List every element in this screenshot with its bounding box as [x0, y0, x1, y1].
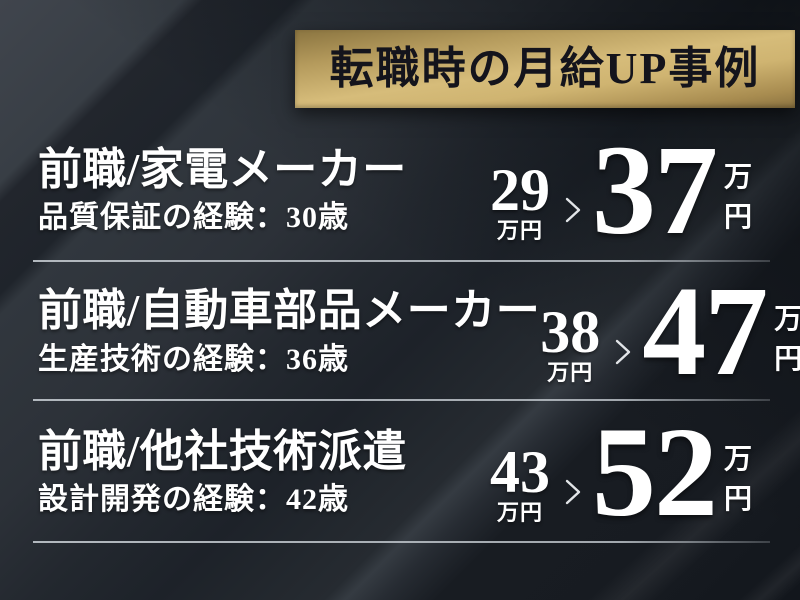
unit-en: 円: [774, 343, 800, 375]
case-row: 前職/家電メーカー 品質保証の経験：30歳 29 万円 37 万 円: [0, 118, 800, 262]
job-info: 前職/自動車部品メーカー 生産技術の経験：36歳: [38, 286, 541, 376]
job-info: 前職/家電メーカー 品質保証の経験：30歳: [38, 144, 407, 235]
salary-after: 47 万 円: [642, 260, 800, 403]
salary-after-amount: 52: [591, 400, 718, 543]
salary-before: 38 万円: [540, 298, 601, 385]
chevron-right-icon: [616, 339, 631, 365]
salary-before-amount: 29: [489, 157, 550, 224]
salary-before-unit: 万円: [496, 500, 543, 526]
salary-before: 43 万円: [489, 439, 550, 526]
unit-en: 円: [723, 484, 752, 516]
salary-after-unit: 万 円: [774, 303, 800, 375]
salary-after-amount: 37: [591, 118, 718, 261]
case-row: 前職/他社技術派遣 設計開発の経験：42歳 43 万円 52 万 円: [0, 401, 800, 543]
previous-job-title: 前職/他社技術派遣: [38, 426, 407, 476]
case-row: 前職/自動車部品メーカー 生産技術の経験：36歳 38 万円 47 万 円: [0, 262, 800, 401]
row-divider: [33, 399, 770, 401]
salary-before: 29 万円: [489, 157, 550, 244]
page-title: 転職時の月給UP事例: [329, 44, 761, 93]
salary-after: 52 万 円: [591, 400, 752, 543]
unit-en: 円: [723, 202, 752, 234]
experience-age-label: 品質保証の経験：30歳: [38, 201, 349, 235]
unit-man: 万: [723, 444, 752, 476]
salary-before-unit: 万円: [496, 218, 543, 244]
salary-after-unit: 万 円: [724, 164, 752, 232]
row-divider: [33, 541, 770, 543]
chevron-right-icon: [565, 198, 581, 223]
salary-change: 38 万円 47 万 円: [540, 260, 800, 403]
case-list: 前職/家電メーカー 品質保証の経験：30歳 29 万円 37 万 円: [0, 118, 800, 543]
experience-age-label: 生産技術の経験：36歳: [38, 342, 349, 376]
experience-age-label: 設計開発の経験：42歳: [38, 483, 349, 517]
salary-before-unit: 万円: [547, 359, 594, 385]
salary-after-unit: 万 円: [724, 446, 752, 514]
row-divider: [33, 260, 770, 262]
previous-job-title: 前職/家電メーカー: [38, 144, 407, 194]
salary-after-amount: 47: [642, 260, 768, 403]
unit-man: 万: [774, 303, 800, 335]
salary-change: 29 万円 37 万 円: [489, 118, 752, 261]
salary-before-amount: 38: [540, 298, 601, 365]
previous-job-title: 前職/自動車部品メーカー: [38, 286, 541, 336]
unit-man: 万: [723, 162, 752, 194]
salary-change: 43 万円 52 万 円: [489, 400, 752, 543]
header-banner: 転職時の月給UP事例: [295, 30, 795, 108]
salary-before-amount: 43: [489, 439, 550, 506]
salary-after: 37 万 円: [591, 118, 752, 261]
chevron-right-icon: [565, 480, 581, 505]
job-info: 前職/他社技術派遣 設計開発の経験：42歳: [38, 426, 407, 517]
